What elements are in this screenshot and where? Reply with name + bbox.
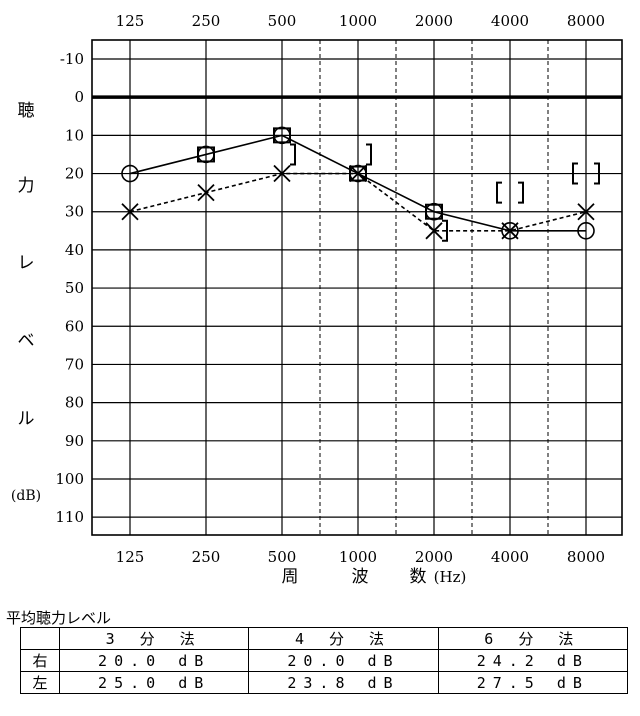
data-point-cross xyxy=(273,164,291,183)
y-axis-unit: (dB) xyxy=(11,488,41,504)
x-tick-label: 500 xyxy=(268,548,297,566)
grid xyxy=(91,39,623,536)
y-tick-label: 70 xyxy=(65,355,84,373)
data-point-circle xyxy=(121,164,139,183)
data-point-circle xyxy=(577,222,595,240)
y-tick-label: 0 xyxy=(74,88,84,106)
data-point-cross-stroke xyxy=(501,222,519,240)
y-axis-label-char: ル xyxy=(18,409,35,429)
y-axis-label-char: ベ xyxy=(18,331,35,351)
y-axis-label-char: 力 xyxy=(18,176,35,196)
y-axis-label-char: 聴 xyxy=(18,101,35,121)
data-point-cross xyxy=(577,203,595,221)
data-point-cross xyxy=(197,183,215,202)
data-point-cross-stroke xyxy=(577,203,595,221)
data-point-cross-stroke xyxy=(349,164,367,183)
right-6-value: 24.2 dB xyxy=(437,649,629,672)
left-4-value: 23.8 dB xyxy=(248,671,439,694)
data-point-cross xyxy=(501,222,519,240)
bone-marker-square xyxy=(197,146,215,163)
bone-marker-square xyxy=(273,127,291,144)
x-tick-label: 8000 xyxy=(567,548,605,566)
y-tick-label: 100 xyxy=(55,470,84,488)
x-axis-label-char: 数 xyxy=(410,567,427,587)
x-tick-label-top: 2000 xyxy=(415,12,453,30)
data-point-cross-stroke xyxy=(425,222,443,240)
column-header-4: 4 分 法 xyxy=(248,627,439,650)
y-tick-label: -10 xyxy=(60,50,84,68)
y-tick-label: 60 xyxy=(65,317,84,335)
x-axis-label-char: 周 xyxy=(282,567,299,587)
table-row-right: 右 20.0 dB 20.0 dB 24.2 dB xyxy=(20,649,629,672)
data-point-cross xyxy=(121,203,139,221)
y-tick-label: 80 xyxy=(65,394,84,412)
bone-marker-right-bracket xyxy=(290,143,296,166)
bone-marker-left-bracket xyxy=(572,162,578,185)
y-tick-label: 20 xyxy=(65,165,84,183)
row-label-left: 左 xyxy=(20,671,60,694)
axis-labels: 1251252502505005001000100020002000400040… xyxy=(11,12,605,587)
y-axis-label-char: レ xyxy=(18,253,35,273)
row-label-right: 右 xyxy=(20,649,60,672)
y-tick-label: 30 xyxy=(65,203,84,221)
y-tick-label: 110 xyxy=(55,508,84,526)
right-4-value: 20.0 dB xyxy=(248,649,439,672)
left-6-value: 27.5 dB xyxy=(437,671,629,694)
x-tick-label: 4000 xyxy=(491,548,529,566)
x-tick-label-top: 250 xyxy=(192,12,221,30)
x-tick-label: 250 xyxy=(192,548,221,566)
data-point-cross xyxy=(349,164,367,183)
right-3-value: 20.0 dB xyxy=(58,649,250,672)
table-corner xyxy=(20,627,60,650)
bone-marker-right-bracket xyxy=(594,162,600,185)
y-tick-label: 40 xyxy=(65,241,84,259)
x-tick-label-top: 4000 xyxy=(491,12,529,30)
bone-marker-right-bracket xyxy=(518,181,524,204)
column-header-3: 3 分 法 xyxy=(58,627,250,650)
bone-marker-right-bracket xyxy=(366,143,372,166)
x-axis-unit: (Hz) xyxy=(434,568,467,586)
x-tick-label-top: 500 xyxy=(268,12,297,30)
y-tick-label: 90 xyxy=(65,432,84,450)
x-tick-label-top: 125 xyxy=(116,12,145,30)
series xyxy=(121,126,600,242)
y-tick-label: 10 xyxy=(65,126,84,144)
y-tick-label: 50 xyxy=(65,279,84,297)
left-3-value: 25.0 dB xyxy=(58,671,250,694)
plot-frame xyxy=(91,39,623,536)
x-axis-label-char: 波 xyxy=(352,567,369,587)
data-point-cross xyxy=(425,222,443,240)
x-tick-label: 2000 xyxy=(415,548,453,566)
bone-marker-square xyxy=(349,165,367,182)
x-tick-label-top: 1000 xyxy=(339,12,377,30)
data-point-cross-stroke xyxy=(197,183,215,202)
table-header-row: 3 分 法 4 分 法 6 分 法 xyxy=(20,627,629,650)
x-tick-label: 1000 xyxy=(339,548,377,566)
bone-marker-left-bracket xyxy=(496,181,502,204)
bone-marker-right-bracket xyxy=(442,219,448,242)
bone-marker-square xyxy=(425,203,443,220)
column-header-6: 6 分 法 xyxy=(437,627,629,650)
average-hearing-table: 3 分 法 4 分 法 6 分 法 右 20.0 dB 20.0 dB 24.2… xyxy=(20,627,629,694)
x-tick-label: 125 xyxy=(116,548,145,566)
table-row-left: 左 25.0 dB 23.8 dB 27.5 dB xyxy=(20,671,629,694)
x-tick-label-top: 8000 xyxy=(567,12,605,30)
data-point-cross-stroke xyxy=(273,164,291,183)
audiogram-chart: 1251252502505005001000100020002000400040… xyxy=(11,12,623,587)
average-hearing-title: 平均聴力レベル xyxy=(6,609,112,627)
data-point-cross-stroke xyxy=(121,203,139,221)
